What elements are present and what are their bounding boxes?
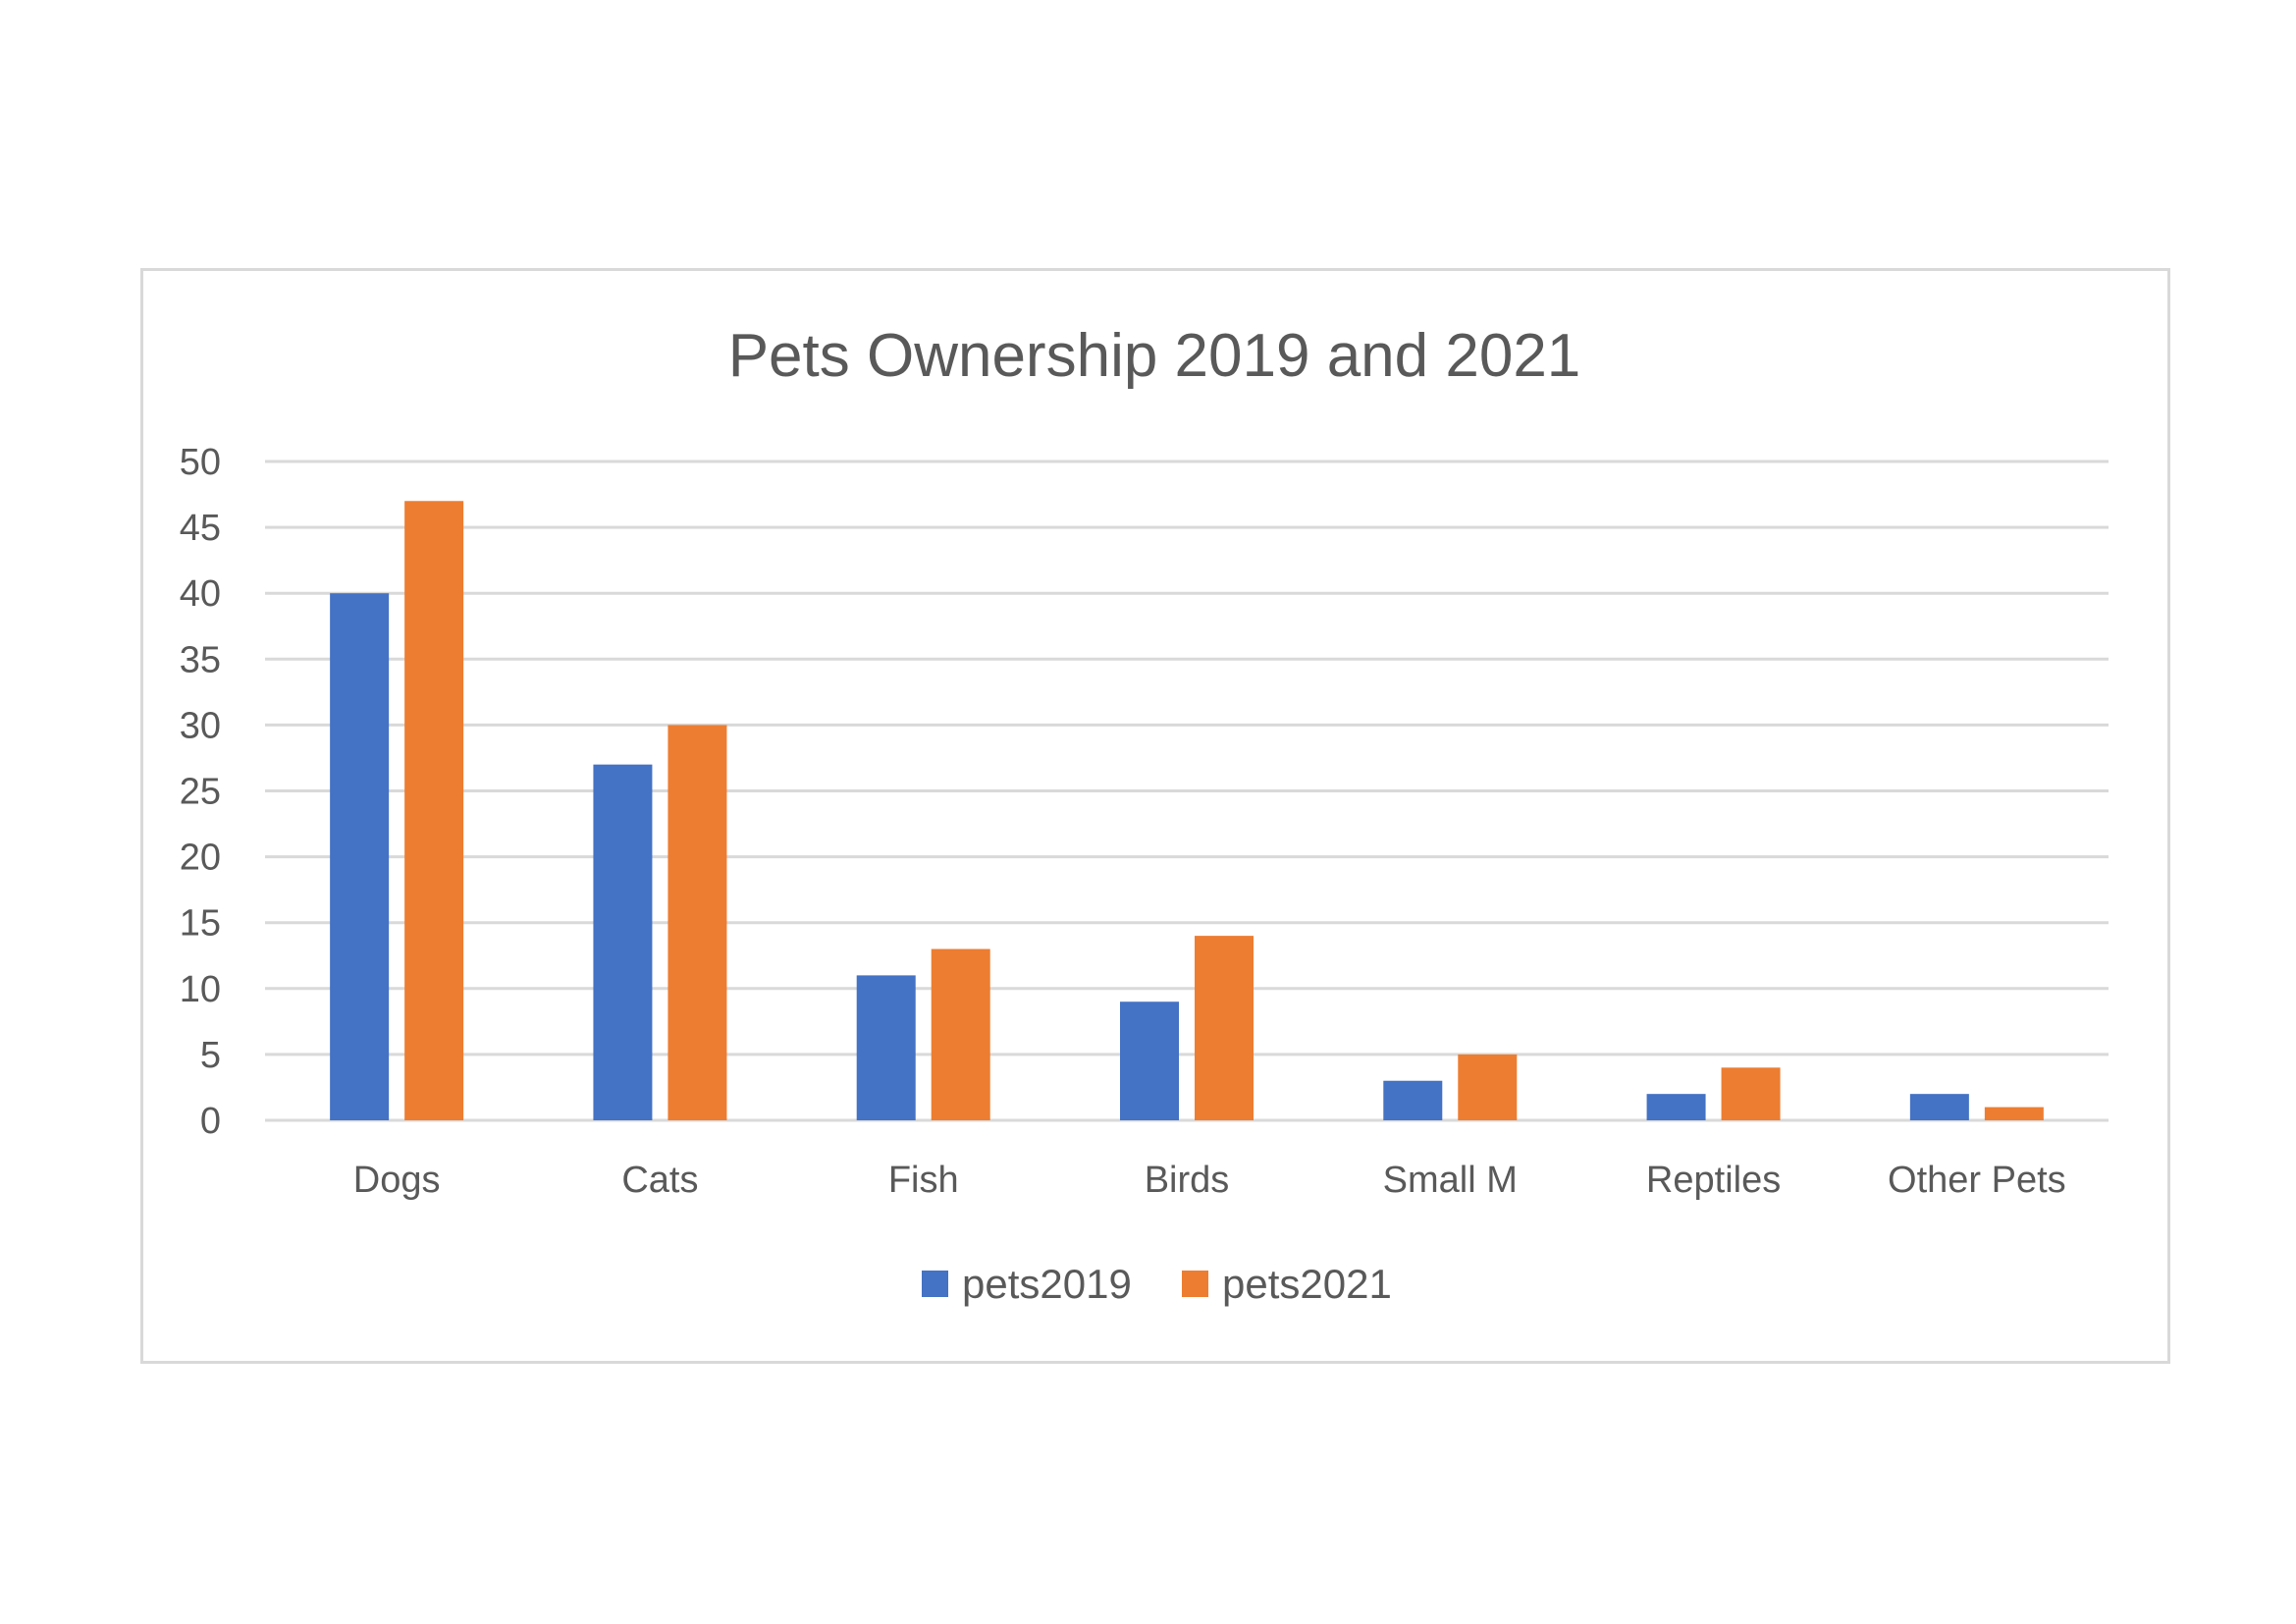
bar-pets2021-reptiles bbox=[1721, 1067, 1781, 1120]
chart-frame bbox=[140, 268, 2170, 1364]
y-tick-label: 20 bbox=[180, 838, 221, 879]
x-tick-label: Cats bbox=[621, 1160, 698, 1201]
bar-pets2019-small-m bbox=[1383, 1080, 1443, 1120]
y-tick-label: 45 bbox=[180, 508, 221, 549]
bar-pets2021-birds bbox=[1195, 936, 1254, 1120]
legend-label-pets2019: pets2019 bbox=[962, 1261, 1132, 1307]
chart-title: Pets Ownership 2019 and 2021 bbox=[728, 322, 1581, 390]
y-tick-label: 50 bbox=[180, 442, 221, 483]
y-tick-label: 30 bbox=[180, 705, 221, 746]
x-axis-labels: Dogs Cats Fish Birds Small M Reptiles Other Pe… bbox=[353, 1160, 2066, 1201]
y-tick-label: 35 bbox=[180, 639, 221, 680]
x-tick-label: Other Pets bbox=[1888, 1160, 2066, 1201]
bar-pets2019-dogs bbox=[330, 593, 390, 1120]
bar-pets2019-cats bbox=[593, 764, 653, 1120]
bar-pets2019-reptiles bbox=[1646, 1094, 1706, 1120]
bar-pets2021-other-pets bbox=[1984, 1107, 2044, 1120]
x-tick-label: Birds bbox=[1145, 1160, 1230, 1201]
x-tick-label: Dogs bbox=[353, 1160, 441, 1201]
bar-pets2021-small-m bbox=[1458, 1054, 1518, 1120]
y-tick-label: 40 bbox=[180, 573, 221, 615]
gridlines bbox=[265, 460, 2109, 1122]
y-axis-ticks: 0 5 10 15 20 25 30 35 40 45 50 bbox=[180, 442, 221, 1142]
bar-pets2021-fish bbox=[931, 948, 990, 1120]
y-tick-label: 25 bbox=[180, 772, 221, 813]
legend-swatch-pets2021 bbox=[1182, 1271, 1208, 1297]
bar-pets2021-cats bbox=[667, 725, 727, 1120]
x-tick-label: Reptiles bbox=[1646, 1160, 1781, 1201]
y-tick-label: 0 bbox=[200, 1101, 221, 1142]
y-tick-label: 15 bbox=[180, 903, 221, 945]
y-tick-label: 5 bbox=[200, 1035, 221, 1076]
bar-pets2021-dogs bbox=[404, 501, 464, 1120]
bars bbox=[330, 501, 2044, 1120]
legend-label-pets2021: pets2021 bbox=[1222, 1261, 1392, 1307]
x-tick-label: Small M bbox=[1383, 1160, 1518, 1201]
y-tick-label: 10 bbox=[180, 969, 221, 1010]
bar-pets2019-fish bbox=[856, 975, 916, 1120]
bar-pets2019-other-pets bbox=[1909, 1094, 1969, 1120]
x-tick-label: Fish bbox=[888, 1160, 959, 1201]
bar-pets2019-birds bbox=[1120, 1001, 1179, 1120]
legend: pets2019 pets2021 bbox=[922, 1261, 1392, 1307]
legend-swatch-pets2019 bbox=[922, 1271, 948, 1297]
